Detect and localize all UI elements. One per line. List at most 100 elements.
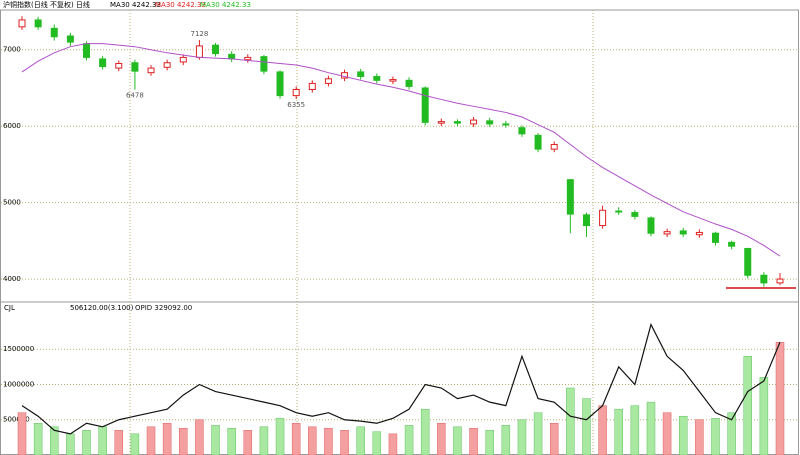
legend-entry: OPID 329092.00 xyxy=(135,304,192,312)
candle-body xyxy=(373,76,381,81)
y-tick-label: 6000 xyxy=(3,122,21,130)
candle-body xyxy=(566,179,574,215)
candle-body xyxy=(534,134,542,150)
volume-bar xyxy=(582,398,591,455)
volume-bar xyxy=(420,408,430,455)
volume-bar xyxy=(453,426,462,455)
chart-title: 沪铜指数(日线 不复权) 日线 xyxy=(3,0,90,9)
legend-entry: MA30 4242.33 xyxy=(155,1,206,9)
volume-bar xyxy=(695,419,704,455)
volume-bar xyxy=(743,356,752,455)
candle-body xyxy=(518,127,526,135)
candle-body xyxy=(776,278,784,284)
candle-body xyxy=(663,231,671,235)
volume-bar xyxy=(259,426,269,455)
candle-body xyxy=(615,210,623,213)
annotation: 6478 xyxy=(126,92,144,100)
volume-bar xyxy=(678,415,688,455)
y-tick-label: 7000 xyxy=(3,46,21,54)
candle-body xyxy=(34,19,42,28)
y-tick-label: 4000 xyxy=(3,275,21,283)
candle-body xyxy=(421,87,429,123)
candle-body xyxy=(163,62,171,68)
candle-body xyxy=(18,19,26,28)
candle-body xyxy=(195,45,203,58)
volume-bar xyxy=(711,418,720,455)
volume-bar xyxy=(130,433,140,455)
volume-bar xyxy=(372,431,382,455)
candle-body xyxy=(83,43,91,58)
volume-bar xyxy=(614,408,623,455)
candle-body xyxy=(147,67,155,74)
volume-bar xyxy=(308,426,317,455)
volume-bar xyxy=(388,433,398,455)
candle-body xyxy=(679,230,687,235)
candle-body xyxy=(228,53,236,60)
candle-body xyxy=(760,274,768,284)
volume-bar xyxy=(437,423,446,455)
candle-body xyxy=(486,120,494,125)
volume-bar xyxy=(243,430,253,455)
candle-body xyxy=(308,82,316,90)
y-tick-label: 1500000 xyxy=(3,345,34,353)
volume-bar xyxy=(517,419,527,455)
volume-bar xyxy=(82,430,91,455)
y-tick-label: 5000 xyxy=(3,199,21,207)
opid-line xyxy=(21,322,781,435)
candle-body xyxy=(695,231,703,236)
candle-body xyxy=(357,71,365,78)
volume-bar xyxy=(598,405,607,455)
volume-bar xyxy=(485,430,494,455)
candle-body xyxy=(50,27,58,38)
candle-body xyxy=(631,212,639,217)
volume-title: CJL xyxy=(4,304,15,312)
candle-body xyxy=(260,56,268,72)
candle-body xyxy=(647,217,655,234)
volume-bar xyxy=(775,341,785,455)
volume-bar xyxy=(195,419,204,455)
volume-bar xyxy=(291,423,301,455)
volume-bar xyxy=(33,423,43,455)
volume-bar xyxy=(404,425,414,455)
volume-bar xyxy=(727,412,736,455)
annotation: 7128 xyxy=(190,30,208,38)
volume-bar xyxy=(162,423,172,455)
ma-line xyxy=(21,43,781,257)
volume-bar xyxy=(356,426,365,455)
volume-bar xyxy=(66,433,75,455)
volume-bar xyxy=(146,426,156,455)
volume-bar xyxy=(17,412,27,455)
volume-bar xyxy=(324,427,333,455)
volume-bar xyxy=(179,427,188,455)
candle-body xyxy=(470,119,478,125)
volume-bar xyxy=(566,387,575,455)
candle-body xyxy=(115,63,123,69)
volume-bar xyxy=(646,401,656,455)
volume-bar xyxy=(549,423,559,455)
annotation: 6355 xyxy=(287,101,305,109)
volume-bar xyxy=(211,425,220,455)
candle-body xyxy=(276,71,284,97)
candle-body xyxy=(131,62,139,72)
candle-body xyxy=(405,79,413,87)
candle-body xyxy=(582,214,590,227)
volume-bar xyxy=(501,425,511,455)
candle-body xyxy=(179,56,187,63)
candle-body xyxy=(599,209,607,227)
legend-entry: 506120.00(3.100) xyxy=(70,304,134,312)
candle-body xyxy=(389,79,397,82)
candle-body xyxy=(244,56,252,61)
volume-bar xyxy=(114,430,124,455)
volume-bar xyxy=(630,405,640,455)
legend-entry: MA30 4242.33 xyxy=(200,1,251,9)
volume-bar xyxy=(662,412,672,455)
candle-body xyxy=(292,88,300,97)
candle-body xyxy=(212,44,220,55)
volume-bar xyxy=(227,427,236,455)
candle-body xyxy=(99,58,107,68)
volume-bar xyxy=(759,377,769,455)
y-tick-label: 1000000 xyxy=(3,380,34,388)
candle-body xyxy=(502,123,510,126)
